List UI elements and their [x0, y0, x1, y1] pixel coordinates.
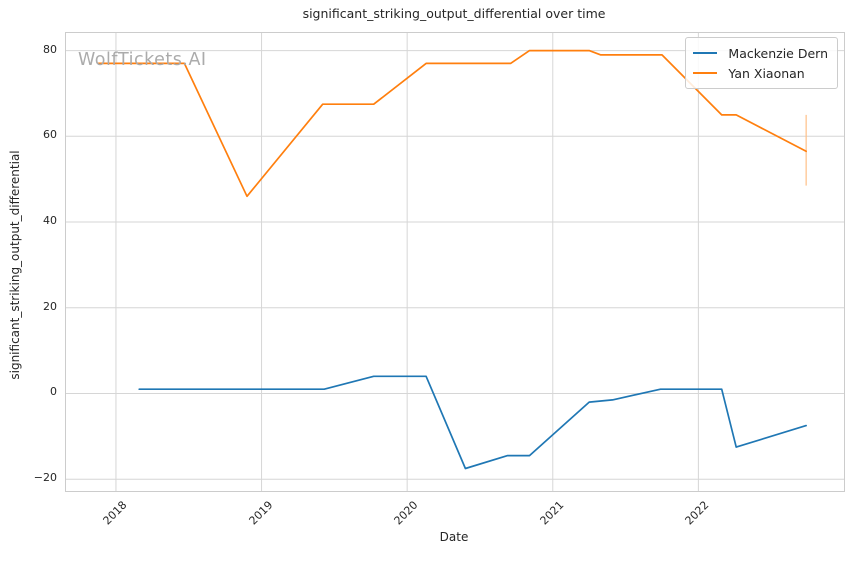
plot-area: WolfTickets.AI Mackenzie Dern Yan Xiaonan: [65, 32, 845, 492]
y-tick-label: 80: [43, 42, 57, 56]
y-tick-label: 60: [43, 128, 57, 142]
x-tick-label: 2021: [537, 498, 567, 528]
series-line-mackenzie-dern: [138, 375, 807, 470]
y-tick-label: −20: [33, 471, 57, 485]
legend-line-swatch: [693, 71, 718, 75]
legend-line-swatch: [693, 51, 718, 55]
chart-canvas: [66, 33, 844, 491]
legend-label: Mackenzie Dern: [728, 45, 828, 61]
legend-item: Yan Xiaonan: [693, 63, 828, 83]
x-tick-label: 2019: [246, 498, 276, 528]
x-tick-label: 2022: [682, 498, 712, 528]
series-line-yan-xiaonan: [97, 49, 807, 198]
chart-title: significant_striking_output_differential…: [302, 6, 606, 21]
y-tick-label: 40: [43, 214, 57, 228]
x-tick-label: 2020: [391, 498, 421, 528]
y-tick-label: 20: [43, 299, 57, 313]
legend-label: Yan Xiaonan: [728, 65, 805, 81]
legend: Mackenzie Dern Yan Xiaonan: [685, 37, 838, 89]
y-axis-label-text: significant_striking_output_differential: [8, 150, 22, 380]
x-axis-label: Date: [439, 530, 469, 544]
watermark: WolfTickets.AI: [78, 50, 207, 70]
legend-item: Mackenzie Dern: [693, 43, 828, 63]
x-tick-label: 2018: [100, 498, 130, 528]
y-tick-label: 0: [50, 385, 57, 399]
